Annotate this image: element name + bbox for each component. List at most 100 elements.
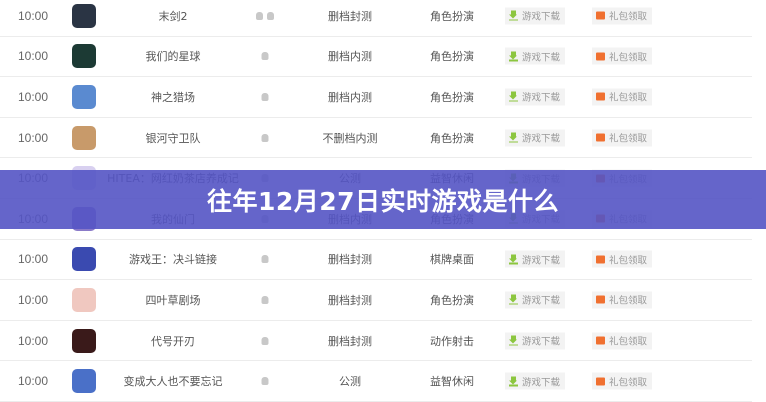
download-button[interactable]: 游戏下载: [505, 88, 565, 106]
table-row: 10:00 银河守卫队 不删档内测 角色扮演 游戏下载 礼包领取: [0, 118, 752, 159]
game-name[interactable]: 银河守卫队: [145, 131, 201, 145]
gift-button[interactable]: 礼包领取: [592, 129, 652, 147]
release-time: 10:00: [17, 292, 49, 307]
game-icon[interactable]: [72, 44, 96, 69]
release-time: 10:00: [17, 49, 49, 64]
gift-label: 礼包领取: [609, 92, 648, 104]
download-button[interactable]: 游戏下载: [505, 250, 565, 268]
game-name[interactable]: 神之猎场: [151, 90, 195, 104]
game-icon[interactable]: [72, 369, 96, 394]
download-icon: [509, 10, 518, 21]
game-name[interactable]: 末剑2: [158, 9, 188, 23]
table-row: 10:00 代号开刃 删档封测 动作射击 游戏下载 礼包领取: [0, 321, 752, 362]
test-status: 删档封测: [328, 293, 372, 307]
gift-button[interactable]: 礼包领取: [592, 47, 652, 65]
android-icon: [261, 255, 269, 264]
gift-icon: [596, 133, 605, 142]
download-label: 游戏下载: [522, 255, 561, 267]
game-icon[interactable]: [72, 125, 96, 150]
table-row: 10:00 游戏王：决斗链接 删档封测 棋牌桌面 游戏下载 礼包领取: [0, 240, 752, 281]
android-icon: [261, 52, 269, 61]
download-button[interactable]: 游戏下载: [505, 332, 565, 350]
table-row: 10:00 末剑2 删档封测 角色扮演 游戏下载 礼包领取: [0, 0, 752, 37]
table-row: 10:00 我们的星球 删档内测 角色扮演 游戏下载 礼包领取: [0, 37, 752, 78]
download-label: 游戏下载: [522, 295, 561, 307]
test-status: 删档封测: [328, 253, 372, 267]
test-status: 删档内测: [328, 50, 372, 64]
release-time: 10:00: [17, 130, 49, 145]
download-button[interactable]: 游戏下载: [505, 129, 565, 147]
game-name[interactable]: 我们的星球: [145, 50, 201, 64]
platforms: [261, 133, 269, 142]
download-button[interactable]: 游戏下载: [505, 7, 565, 25]
game-name[interactable]: 四叶草剧场: [145, 293, 201, 307]
gift-icon: [596, 255, 605, 264]
gift-button[interactable]: 礼包领取: [592, 7, 652, 25]
platforms: [261, 52, 269, 61]
gift-label: 礼包领取: [609, 336, 648, 348]
download-button[interactable]: 游戏下载: [505, 291, 565, 309]
download-label: 游戏下载: [522, 336, 561, 348]
platforms: [261, 377, 269, 386]
test-status: 删档封测: [328, 334, 372, 348]
table-row: 10:00 神之猎场 删档内测 角色扮演 游戏下载 礼包领取: [0, 77, 752, 118]
download-button[interactable]: 游戏下载: [505, 47, 565, 65]
download-icon: [509, 294, 518, 305]
gift-icon: [596, 295, 605, 304]
android-icon: [261, 133, 269, 142]
download-label: 游戏下载: [522, 11, 561, 23]
download-label: 游戏下载: [522, 377, 561, 389]
gift-icon: [596, 336, 605, 345]
game-type: 益智休闲: [430, 375, 474, 389]
apple-icon: [256, 11, 263, 20]
test-status: 公测: [339, 375, 361, 389]
game-icon[interactable]: [72, 328, 96, 353]
release-time: 10:00: [17, 333, 49, 348]
game-icon[interactable]: [72, 3, 96, 28]
game-type: 角色扮演: [430, 293, 474, 307]
game-type: 角色扮演: [430, 90, 474, 104]
release-time: 10:00: [17, 8, 49, 23]
game-type: 角色扮演: [430, 131, 474, 145]
release-time: 10:00: [17, 89, 49, 104]
table-row: 10:00 变成大人也不要忘记 公测 益智休闲 游戏下载 礼包领取: [0, 361, 752, 402]
title-banner: 往年12月27日实时游戏是什么: [0, 170, 766, 229]
game-type: 棋牌桌面: [430, 253, 474, 267]
gift-button[interactable]: 礼包领取: [592, 291, 652, 309]
gift-button[interactable]: 礼包领取: [592, 88, 652, 106]
gift-label: 礼包领取: [609, 377, 648, 389]
gift-button[interactable]: 礼包领取: [592, 332, 652, 350]
download-label: 游戏下载: [522, 92, 561, 104]
download-button[interactable]: 游戏下载: [505, 372, 565, 390]
test-status: 删档内测: [328, 90, 372, 104]
gift-label: 礼包领取: [609, 295, 648, 307]
gift-icon: [596, 377, 605, 386]
game-type: 动作射击: [430, 334, 474, 348]
download-icon: [509, 254, 518, 265]
gift-button[interactable]: 礼包领取: [592, 372, 652, 390]
android-icon: [261, 377, 269, 386]
android-icon: [261, 336, 269, 345]
download-icon: [509, 376, 518, 387]
download-icon: [509, 91, 518, 102]
android-icon: [261, 92, 269, 101]
table-row: 10:00 四叶草剧场 删档封测 角色扮演 游戏下载 礼包领取: [0, 280, 752, 321]
game-name[interactable]: 游戏王：决斗链接: [129, 253, 217, 267]
download-icon: [509, 51, 518, 62]
game-name[interactable]: 代号开刃: [151, 334, 195, 348]
platforms: [261, 92, 269, 101]
android-icon: [267, 11, 274, 20]
game-type: 角色扮演: [430, 50, 474, 64]
platforms: [261, 295, 269, 304]
banner-title: 往年12月27日实时游戏是什么: [206, 186, 560, 216]
release-time: 10:00: [17, 252, 49, 267]
gift-button[interactable]: 礼包领取: [592, 250, 652, 268]
game-icon[interactable]: [72, 247, 96, 272]
game-icon[interactable]: [72, 287, 96, 312]
gift-icon: [596, 92, 605, 101]
game-name[interactable]: 变成大人也不要忘记: [123, 375, 223, 389]
game-icon[interactable]: [72, 84, 96, 109]
platforms: [261, 255, 269, 264]
game-type: 角色扮演: [430, 9, 474, 23]
gift-label: 礼包领取: [609, 11, 648, 23]
